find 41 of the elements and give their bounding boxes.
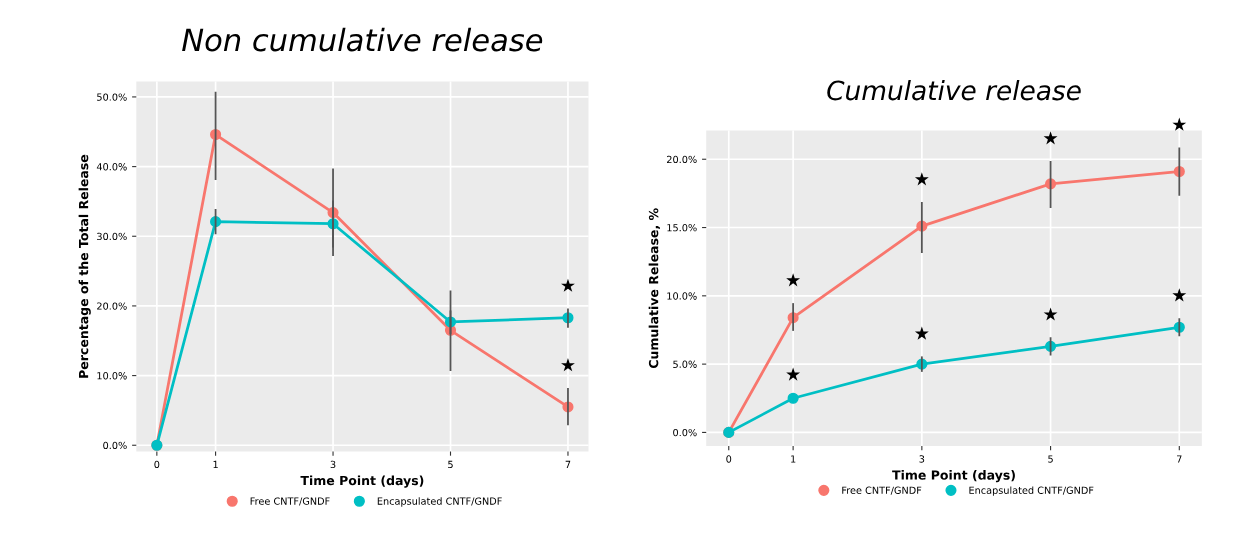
y-tick-label: 50.0% xyxy=(97,93,127,101)
annotation: ★ xyxy=(1172,288,1187,302)
x-tick-label: 3 xyxy=(919,455,925,463)
annotation: ★ xyxy=(1043,307,1058,321)
x-tick-label: 5 xyxy=(448,460,453,469)
annotation: ★ xyxy=(914,326,929,340)
annotation: ★ xyxy=(786,367,801,381)
y-tick-label: 40.0% xyxy=(96,163,127,171)
y-axis-title: Cumulative Release, % xyxy=(648,208,660,369)
y-tick-label: 5.0% xyxy=(673,360,697,368)
x-tick-label: 0 xyxy=(726,455,732,463)
annotation: ★ xyxy=(561,358,575,372)
x-tick-label: 7 xyxy=(1177,455,1182,463)
x-tick-label: 0 xyxy=(154,460,160,469)
annotation: ★ xyxy=(561,278,575,292)
x-tick-label: 5 xyxy=(1048,455,1053,463)
legend-label: Encapsulated CNTF/GNDF xyxy=(969,486,1094,496)
y-tick-label: 20.0% xyxy=(667,155,697,164)
y-tick-label: 20.0% xyxy=(97,302,127,310)
y-axis-title: Percentage of the Total Release xyxy=(78,154,91,378)
x-axis-title: Time Point (days) xyxy=(300,475,424,488)
chart-title: Non cumulative release xyxy=(182,27,543,52)
x-axis-title: Time Point (days) xyxy=(892,470,1015,483)
y-tick-label: 10.0% xyxy=(97,372,127,380)
annotation: ★ xyxy=(786,273,801,287)
y-tick-label: 0.0% xyxy=(103,441,127,450)
legend-label: Free CNTF/GNDF xyxy=(842,486,922,495)
x-tick-label: 1 xyxy=(213,460,218,468)
legend-label: Encapsulated CNTF/GNDF xyxy=(377,497,502,507)
y-tick-label: 10.0% xyxy=(667,292,697,300)
annotation: ★ xyxy=(914,172,929,186)
legend-label: Free CNTF/GNDF xyxy=(250,497,330,506)
x-tick-label: 3 xyxy=(330,460,336,469)
y-tick-label: 15.0% xyxy=(667,224,697,232)
annotation: ★ xyxy=(1172,117,1187,131)
x-tick-label: 7 xyxy=(565,460,571,468)
y-tick-label: 0.0% xyxy=(673,428,697,437)
y-tick-label: 30.0% xyxy=(97,232,127,241)
chart-title: Cumulative release xyxy=(827,79,1081,101)
annotation: ★ xyxy=(1043,131,1058,145)
x-tick-label: 1 xyxy=(791,455,796,463)
